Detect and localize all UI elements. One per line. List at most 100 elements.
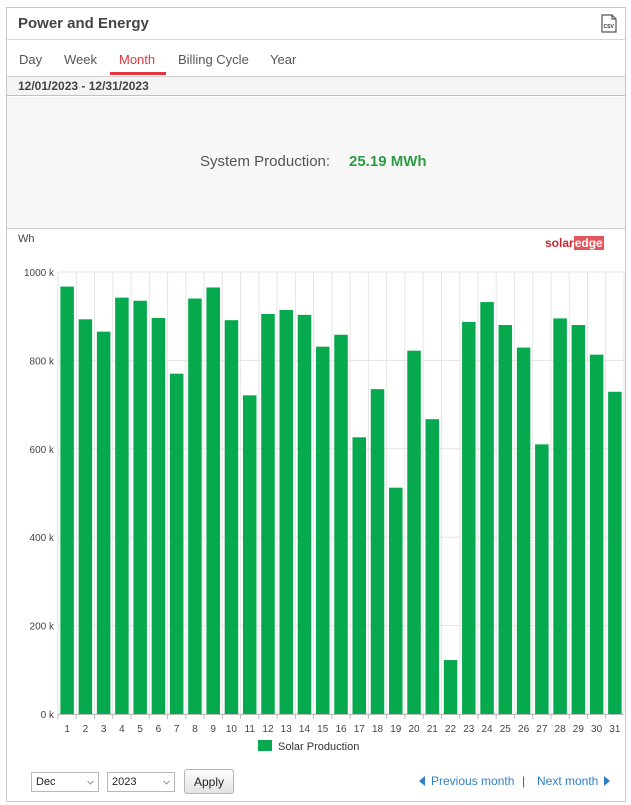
bar-day-29 xyxy=(571,325,586,714)
svg-text:CSV: CSV xyxy=(604,24,615,30)
month-select[interactable]: Dec xyxy=(31,772,99,792)
x-tick-label: 31 xyxy=(609,724,621,735)
bar-day-3 xyxy=(96,331,111,714)
bar-day-30 xyxy=(589,354,604,714)
x-tick-label: 25 xyxy=(500,724,512,735)
bar-day-8 xyxy=(188,298,202,714)
nav-separator: | xyxy=(522,774,526,788)
y-tick-label: 0 k xyxy=(41,710,55,721)
tab-day[interactable]: Day xyxy=(19,52,43,67)
x-tick-label: 7 xyxy=(174,724,180,735)
bar-day-5 xyxy=(133,300,147,714)
x-tick-label: 24 xyxy=(482,724,494,735)
panel-title: Power and Energy xyxy=(18,15,149,32)
bar-day-13 xyxy=(279,310,293,714)
x-tick-label: 19 xyxy=(390,724,402,735)
year-select-value: 2023 xyxy=(112,776,137,788)
x-tick-label: 23 xyxy=(463,724,475,735)
next-month-link[interactable]: Next month xyxy=(537,774,611,788)
x-tick-label: 9 xyxy=(210,724,216,735)
logo-part-solar: solar xyxy=(545,236,574,250)
bar-day-19 xyxy=(389,487,403,714)
panel-header: Power and Energy CSV xyxy=(7,8,625,40)
tab-week[interactable]: Week xyxy=(64,52,97,67)
apply-button[interactable]: Apply xyxy=(184,769,234,794)
y-tick-label: 400 k xyxy=(30,533,55,544)
bar-day-2 xyxy=(78,319,93,714)
solaredge-logo: solaredge xyxy=(545,236,604,250)
x-tick-label: 17 xyxy=(354,724,366,735)
bar-day-24 xyxy=(480,302,494,714)
tab-billing-cycle[interactable]: Billing Cycle xyxy=(178,52,249,67)
y-tick-label: 600 k xyxy=(30,445,55,456)
date-range: 12/01/2023 - 12/31/2023 xyxy=(18,79,149,93)
x-tick-label: 15 xyxy=(317,724,329,735)
legend-label: Solar Production xyxy=(278,741,360,753)
bar-day-6 xyxy=(151,317,166,714)
x-tick-label: 12 xyxy=(262,724,274,735)
period-tabs: Day Week Month Billing Cycle Year xyxy=(7,41,625,77)
x-tick-label: 4 xyxy=(119,724,125,735)
tab-month-underline xyxy=(110,72,166,75)
csv-download-icon[interactable]: CSV xyxy=(601,14,617,33)
x-tick-label: 27 xyxy=(536,724,548,735)
bar-day-10 xyxy=(224,320,239,714)
x-tick-label: 13 xyxy=(281,724,293,735)
chevron-down-icon xyxy=(163,780,170,785)
x-tick-label: 18 xyxy=(372,724,384,735)
x-tick-label: 8 xyxy=(192,724,198,735)
x-tick-label: 22 xyxy=(445,724,457,735)
tab-month[interactable]: Month xyxy=(119,52,156,67)
summary-box: System Production: 25.19 MWh xyxy=(7,97,625,229)
bar-day-31 xyxy=(608,391,622,714)
bar-day-23 xyxy=(462,321,476,714)
bar-day-22 xyxy=(443,660,458,714)
bar-day-17 xyxy=(352,437,367,714)
x-tick-label: 16 xyxy=(335,724,347,735)
x-tick-label: 28 xyxy=(555,724,567,735)
x-tick-label: 26 xyxy=(518,724,530,735)
bar-day-9 xyxy=(206,287,220,714)
x-tick-label: 11 xyxy=(245,724,256,735)
bar-day-27 xyxy=(535,444,549,714)
month-select-value: Dec xyxy=(36,776,56,788)
x-tick-label: 3 xyxy=(101,724,107,735)
x-tick-label: 29 xyxy=(573,724,585,735)
x-tick-label: 21 xyxy=(427,724,439,735)
y-tick-label: 1000 k xyxy=(24,268,55,279)
x-tick-label: 5 xyxy=(137,724,143,735)
previous-month-label: Previous month xyxy=(431,774,515,788)
y-axis-unit: Wh xyxy=(18,233,35,245)
chart-legend[interactable]: Solar Production xyxy=(258,740,359,753)
bar-day-11 xyxy=(242,395,257,714)
system-production-label: System Production: xyxy=(200,153,331,170)
date-range-bar: 12/01/2023 - 12/31/2023 xyxy=(7,76,625,96)
bar-day-25 xyxy=(498,325,513,714)
bar-day-20 xyxy=(407,350,421,714)
system-production-value: 25.19 MWh xyxy=(349,153,427,170)
next-month-label: Next month xyxy=(537,774,599,788)
bar-day-15 xyxy=(315,346,330,714)
x-tick-label: 20 xyxy=(408,724,420,735)
year-select[interactable]: 2023 xyxy=(107,772,175,792)
x-tick-label: 30 xyxy=(591,724,603,735)
x-tick-label: 2 xyxy=(83,724,89,735)
chevron-down-icon xyxy=(87,780,94,785)
y-tick-label: 800 k xyxy=(30,356,55,367)
bar-day-28 xyxy=(553,318,567,714)
y-tick-label: 200 k xyxy=(30,622,55,633)
arrow-left-icon xyxy=(419,776,425,786)
x-tick-label: 6 xyxy=(156,724,162,735)
bar-day-21 xyxy=(425,419,440,714)
tab-year[interactable]: Year xyxy=(270,52,297,67)
bar-day-4 xyxy=(115,297,129,714)
arrow-right-icon xyxy=(604,776,611,786)
bar-day-18 xyxy=(370,389,385,714)
previous-month-link[interactable]: Previous month xyxy=(419,774,514,788)
x-tick-label: 10 xyxy=(226,724,238,735)
bar-day-1 xyxy=(60,286,74,714)
logo-part-edge: edge xyxy=(573,236,604,250)
legend-swatch xyxy=(258,740,272,751)
x-tick-label: 1 xyxy=(64,724,70,735)
